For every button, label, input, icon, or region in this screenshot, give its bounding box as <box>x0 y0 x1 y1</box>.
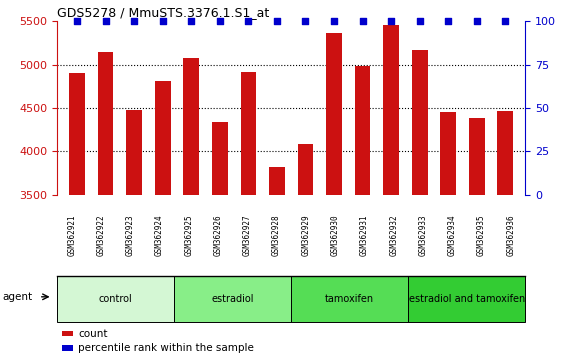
Text: estradiol: estradiol <box>211 294 254 304</box>
Bar <box>62 345 74 351</box>
Bar <box>98 52 114 354</box>
Point <box>387 18 396 24</box>
Text: GSM362929: GSM362929 <box>301 215 311 256</box>
Point <box>358 18 367 24</box>
Text: GSM362924: GSM362924 <box>155 215 164 256</box>
Text: percentile rank within the sample: percentile rank within the sample <box>78 343 254 353</box>
Point <box>101 18 110 24</box>
Bar <box>212 122 228 354</box>
Text: tamoxifen: tamoxifen <box>325 294 375 304</box>
Text: GSM362935: GSM362935 <box>477 215 486 256</box>
Point <box>244 18 253 24</box>
Bar <box>408 276 525 322</box>
Point <box>501 18 510 24</box>
Bar <box>383 25 399 354</box>
Bar <box>440 112 456 354</box>
Text: GSM362928: GSM362928 <box>272 215 281 256</box>
Bar <box>355 66 371 354</box>
Bar <box>497 112 513 354</box>
Text: GSM362931: GSM362931 <box>360 215 369 256</box>
Point <box>329 18 339 24</box>
Bar <box>155 81 171 354</box>
Bar <box>326 33 342 354</box>
Text: agent: agent <box>3 292 33 302</box>
Point <box>215 18 224 24</box>
Bar <box>126 110 142 354</box>
Text: GSM362927: GSM362927 <box>243 215 252 256</box>
Text: GSM362923: GSM362923 <box>126 215 135 256</box>
Text: GSM362930: GSM362930 <box>331 215 340 256</box>
Point <box>444 18 453 24</box>
Text: GSM362926: GSM362926 <box>214 215 223 256</box>
Point <box>187 18 196 24</box>
Bar <box>174 276 291 322</box>
Text: estradiol and tamoxifen: estradiol and tamoxifen <box>409 294 525 304</box>
Text: GSM362921: GSM362921 <box>67 215 77 256</box>
Point <box>158 18 167 24</box>
Text: count: count <box>78 329 108 339</box>
Point <box>272 18 282 24</box>
Point <box>301 18 310 24</box>
Text: GSM362936: GSM362936 <box>506 215 515 256</box>
Text: GSM362932: GSM362932 <box>389 215 398 256</box>
Bar <box>291 276 408 322</box>
Text: GSM362922: GSM362922 <box>96 215 106 256</box>
Text: GDS5278 / MmuSTS.3376.1.S1_at: GDS5278 / MmuSTS.3376.1.S1_at <box>57 6 270 19</box>
Bar <box>412 50 428 354</box>
Bar <box>62 331 74 336</box>
Text: GSM362925: GSM362925 <box>184 215 194 256</box>
Bar <box>183 58 199 354</box>
Bar <box>57 276 174 322</box>
Point <box>130 18 139 24</box>
Bar <box>297 143 313 354</box>
Point <box>73 18 82 24</box>
Point <box>415 18 424 24</box>
Bar <box>469 118 485 354</box>
Bar <box>269 167 285 354</box>
Text: GSM362934: GSM362934 <box>448 215 457 256</box>
Text: GSM362933: GSM362933 <box>419 215 428 256</box>
Bar <box>240 72 256 354</box>
Point <box>472 18 481 24</box>
Text: control: control <box>99 294 132 304</box>
Bar <box>69 73 85 354</box>
